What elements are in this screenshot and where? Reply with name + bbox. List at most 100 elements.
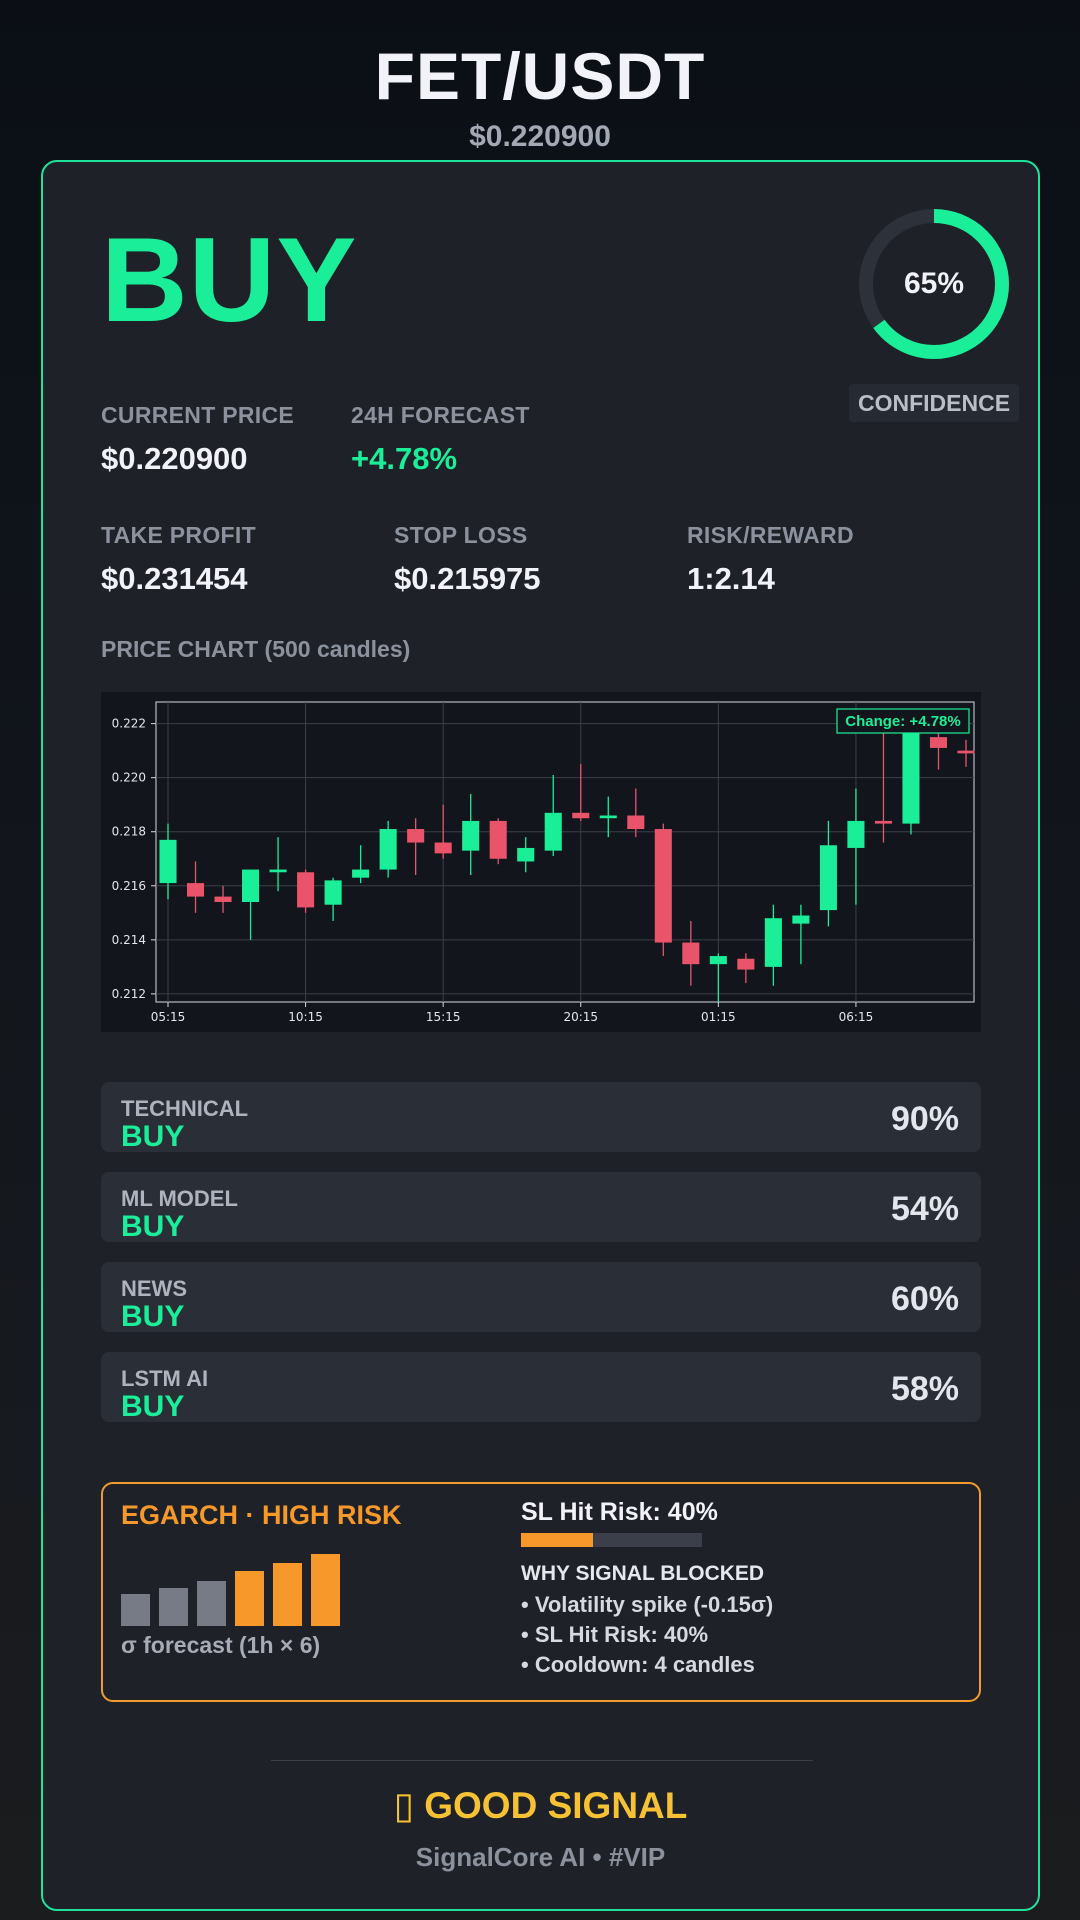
source-signal: BUY (121, 1300, 185, 1333)
reason-item: • Cooldown: 4 candles (521, 1652, 755, 1677)
signal-verdict: ▯ GOOD SIGNAL (393, 1785, 688, 1826)
y-tick-label: 0.218 (112, 825, 146, 839)
sigma-bar (273, 1562, 302, 1626)
source-name: LSTM AI (121, 1366, 209, 1391)
risk-panel: EGARCH · HIGH RISK σ forecast (1h × 6) S… (101, 1482, 981, 1702)
source-row-news: NEWS BUY 60% (101, 1262, 981, 1333)
stop-loss-metric: STOP LOSS $0.215975 (394, 522, 541, 597)
chart-title: PRICE CHART (500 candles) (101, 636, 411, 662)
candle-body (902, 729, 920, 824)
y-tick-label: 0.216 (112, 879, 146, 893)
source-signal: BUY (121, 1120, 185, 1153)
candle-body (682, 942, 700, 965)
candle-body (159, 839, 177, 884)
candle-body (462, 820, 480, 851)
source-signal: BUY (121, 1210, 185, 1243)
source-signal: BUY (121, 1390, 185, 1423)
source-name: TECHNICAL (121, 1096, 249, 1121)
source-name: NEWS (121, 1276, 187, 1301)
chart-plot-area (155, 701, 975, 1003)
x-tick-label: 01:15 (701, 1010, 736, 1024)
confidence-gauge: 65% (854, 204, 1014, 364)
header-price: $0.220900 (469, 120, 611, 153)
candle-body (764, 918, 782, 967)
y-tick-label: 0.220 (112, 771, 146, 785)
sigma-forecast-bars (121, 1550, 341, 1626)
change-annotation-box (836, 708, 970, 734)
candle-body (709, 956, 727, 965)
brand-label: SignalCore AI • #VIP (415, 1842, 666, 1872)
x-tick-label: 20:15 (563, 1010, 598, 1024)
sl-hit-risk-fill (521, 1533, 594, 1547)
pair-title: FET/USDT (374, 39, 706, 113)
risk-reward-label: RISK/REWARD (687, 522, 854, 548)
y-tick-label: 0.222 (112, 717, 146, 731)
confidence-value: 65% (903, 267, 965, 300)
source-percent: 60% (890, 1280, 959, 1318)
y-tick-label: 0.212 (112, 987, 146, 1001)
confidence-ring (859, 209, 1009, 359)
candle-body (352, 869, 370, 878)
reason-item: • Volatility spike (-0.15σ) (521, 1592, 774, 1617)
candle-body (269, 869, 287, 873)
current-price-value: $0.220900 (101, 441, 248, 476)
source-percent: 58% (890, 1370, 959, 1408)
price-chart-svg: 0.212 0.214 0.216 0.218 0.220 0.222 05:15 10:15… (112, 701, 975, 1024)
take-profit-label: TAKE PROFIT (101, 522, 256, 548)
confidence-badge: CONFIDENCE (849, 384, 1019, 422)
sigma-bar (197, 1580, 226, 1626)
candle-body (572, 812, 590, 819)
candle-body (297, 872, 315, 908)
take-profit-value: $0.231454 (101, 561, 248, 596)
source-row-lstm-ai: LSTM AI BUY 58% (101, 1352, 981, 1423)
footer-divider (271, 1760, 813, 1761)
signal-action: BUY (101, 213, 358, 347)
candle-body (957, 750, 975, 754)
sl-hit-risk-label: SL Hit Risk: 40% (521, 1498, 718, 1526)
candle-body (737, 958, 755, 970)
forecast-label: 24H FORECAST (351, 402, 530, 428)
x-tick-label: 10:15 (288, 1010, 323, 1024)
source-percent: 90% (890, 1100, 959, 1138)
forecast-value: +4.78% (351, 441, 458, 476)
source-row-technical: TECHNICAL BUY 90% (101, 1082, 981, 1153)
sigma-bar (121, 1593, 150, 1626)
candle-body (654, 829, 672, 943)
sigma-bar (235, 1571, 264, 1626)
candle-body (379, 829, 397, 870)
source-percent: 54% (890, 1190, 959, 1228)
candle-body (214, 896, 232, 902)
signal-card: BUY 65% CONFIDENCE CURRENT PRICE $0.2209… (41, 160, 1040, 1911)
candle-body (847, 820, 865, 848)
source-name: ML MODEL (121, 1186, 238, 1211)
source-row-ml-model: ML MODEL BUY 54% (101, 1172, 981, 1243)
why-blocked-title: WHY SIGNAL BLOCKED (521, 1562, 765, 1585)
candle-body (489, 820, 507, 859)
candle-body (819, 845, 837, 911)
candle-body (434, 842, 452, 854)
current-price-metric: CURRENT PRICE $0.220900 (101, 402, 294, 477)
candle-body (544, 812, 562, 851)
price-chart: 0.212 0.214 0.216 0.218 0.220 0.222 05:15 10:15… (101, 692, 981, 1032)
stop-loss-value: $0.215975 (394, 561, 541, 596)
candle-body (792, 915, 810, 924)
change-annotation: Change: +4.78% (845, 713, 960, 730)
sigma-bar (311, 1554, 340, 1626)
take-profit-metric: TAKE PROFIT $0.231454 (101, 522, 256, 597)
reason-item: • SL Hit Risk: 40% (521, 1622, 709, 1647)
candle-body (874, 820, 892, 824)
risk-reward-value: 1:2.14 (687, 561, 775, 596)
gauge-fill (859, 209, 1009, 359)
x-tick-label: 06:15 (839, 1010, 874, 1024)
candle-body (599, 815, 617, 819)
sigma-forecast-label: σ forecast (1h × 6) (121, 1632, 321, 1658)
candle-body (186, 883, 205, 897)
candle-body (324, 880, 342, 905)
risk-reward-metric: RISK/REWARD 1:2.14 (687, 522, 854, 597)
sl-hit-risk-bar (521, 1533, 702, 1547)
candle-body (242, 869, 260, 902)
y-tick-label: 0.214 (112, 933, 146, 947)
candle-body (517, 847, 535, 862)
candle-body (407, 829, 425, 843)
stop-loss-label: STOP LOSS (394, 522, 528, 548)
